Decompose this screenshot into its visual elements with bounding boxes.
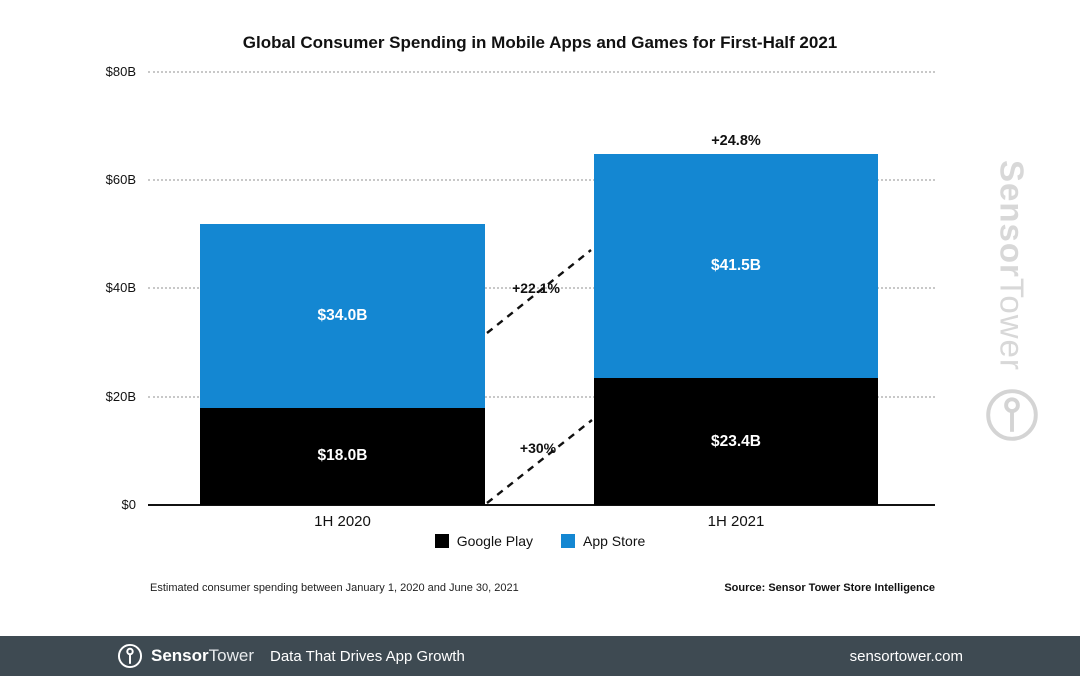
footer-bar: SensorTower Data That Drives App Growth … [0,636,1080,676]
googleplay-swatch-icon [434,534,449,548]
googleplay-growth-line [486,419,593,504]
segment-appstore-1h2021: $41.5B [594,153,878,379]
footer-brand-bold: Sensor [151,646,209,665]
segment-value-label: $41.5B [711,257,761,275]
legend-item-googleplay: Google Play [434,533,533,549]
gridline-60b [148,179,935,181]
legend-item-appstore: App Store [561,533,645,549]
segment-value-label: $34.0B [317,306,368,324]
footnote: Estimated consumer spending between Janu… [150,582,519,594]
total-growth-label: +24.8% [711,133,761,149]
x-label-1h2020: 1H 2020 [314,513,371,530]
x-axis-line [148,504,935,506]
googleplay-growth-label: +30% [519,440,557,456]
sensortower-logo-icon [986,389,1038,441]
watermark-brand-light: Tower [993,277,1031,371]
legend-label-googleplay: Google Play [456,533,533,549]
y-tick-20b: $20B [105,389,136,404]
bar-1h2021: $41.5B $23.4B [594,153,878,505]
legend: Google Play App Store [0,533,1080,549]
footer-brand-light: Tower [208,646,254,665]
y-tick-40b: $40B [105,280,136,295]
segment-googleplay-1h2020: $18.0B [200,407,485,505]
segment-appstore-1h2020: $34.0B [200,223,485,408]
appstore-growth-label: +22.1% [512,280,560,296]
watermark: SensorTower [984,160,1040,443]
source-attribution: Source: Sensor Tower Store Intelligence [724,582,935,594]
segment-value-label: $18.0B [317,447,368,465]
watermark-brand: SensorTower [993,160,1031,371]
y-tick-80b: $80B [105,64,136,79]
footer-tagline: Data That Drives App Growth [270,647,465,665]
chart-title: Global Consumer Spending in Mobile Apps … [242,33,838,52]
bar-1h2020: $34.0B $18.0B [200,223,485,505]
sensortower-logo-icon [117,643,143,669]
gridline-20b [148,396,935,398]
segment-value-label: $23.4B [711,432,761,450]
y-tick-0: $0 [121,497,136,512]
segment-googleplay-1h2021: $23.4B [594,378,878,505]
x-label-1h2021: 1H 2021 [707,513,765,530]
footer-website: sensortower.com [849,647,963,665]
footer-brand: SensorTower [151,646,254,666]
gridline-80b [148,71,935,73]
watermark-brand-bold: Sensor [993,160,1031,278]
appstore-swatch-icon [561,534,575,548]
legend-label-appstore: App Store [583,533,646,549]
y-tick-60b: $60B [105,172,136,187]
